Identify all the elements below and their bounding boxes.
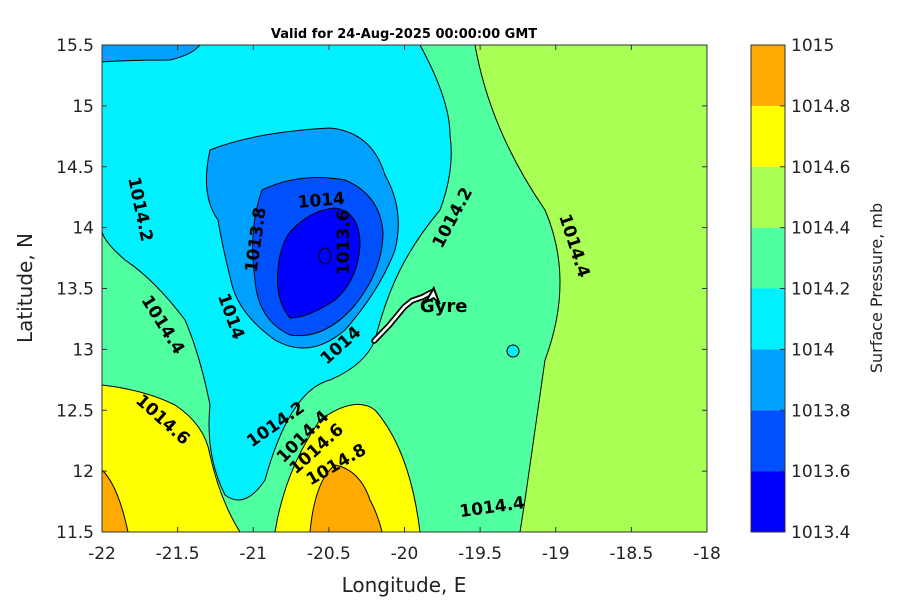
chart-title: Valid for 24-Aug-2025 00:00:00 GMT bbox=[271, 27, 537, 42]
colorbar-tick-label: 1013.4 bbox=[791, 523, 850, 543]
colorbar-tick-label: 1013.6 bbox=[791, 462, 850, 482]
colorbar-segment bbox=[751, 105, 785, 167]
band-1014-6-right bbox=[274, 403, 421, 532]
colorbar-segment bbox=[751, 471, 785, 532]
contour-label: 1013.6 bbox=[334, 209, 354, 275]
y-tick-label: 12.5 bbox=[56, 401, 94, 421]
colorbar-tick-label: 1014.2 bbox=[791, 280, 850, 300]
colorbar-tick-label: 1013.8 bbox=[791, 401, 850, 421]
colorbar-segment bbox=[751, 410, 785, 472]
colorbar-tick-label: 1015 bbox=[791, 36, 834, 56]
storm-symbol-icon bbox=[423, 285, 441, 305]
track-line bbox=[373, 290, 433, 343]
colorbar-segment bbox=[751, 45, 785, 106]
y-tick-label: 14.5 bbox=[56, 158, 94, 178]
x-tick-label: -22 bbox=[88, 544, 116, 564]
x-tick-label: -21 bbox=[239, 544, 267, 564]
x-axis-label: Longitude, E bbox=[342, 573, 467, 597]
colorbar-tick-label: 1014 bbox=[791, 340, 834, 360]
storm-track: Gyre bbox=[371, 285, 468, 344]
band-1013-4 bbox=[277, 207, 361, 319]
colorbar-tick-label: 1014.4 bbox=[791, 219, 850, 239]
band-1014-6-left bbox=[102, 384, 241, 532]
x-tick-label: -20 bbox=[391, 544, 419, 564]
storm-name-label: Gyre bbox=[420, 296, 468, 317]
x-tick-label: -19 bbox=[542, 544, 570, 564]
x-tick-label: -20.5 bbox=[307, 544, 351, 564]
y-tick-label: 13.5 bbox=[56, 280, 94, 300]
x-tick-label: -19.5 bbox=[458, 544, 502, 564]
colorbar-segment bbox=[751, 166, 785, 228]
colorbar-segment bbox=[751, 349, 785, 411]
y-tick-label: 11.5 bbox=[56, 523, 94, 543]
y-tick-label: 15.5 bbox=[56, 36, 94, 56]
x-tick-label: -18.5 bbox=[609, 544, 653, 564]
y-tick-label: 12 bbox=[72, 462, 94, 482]
band-1013-8 bbox=[102, 45, 201, 63]
colorbar: 1013.4 1013.6 1013.8 1014 1014.2 1014.4 1014.6… bbox=[750, 36, 850, 543]
x-axis: -22 -21.5 -21 -20.5 -20 -19.5 -19 -18.5 -18 bbox=[88, 45, 721, 564]
y-axis-label: Latitude, N bbox=[13, 233, 37, 343]
colorbar-tick-label: 1014.8 bbox=[791, 97, 850, 117]
band-1014-8-right bbox=[309, 464, 383, 532]
pressure-field bbox=[102, 45, 707, 532]
colorbar-tick-label: 1014.6 bbox=[791, 158, 850, 178]
x-tick-label: -18 bbox=[693, 544, 721, 564]
colorbar-label: Surface Pressure, mb bbox=[867, 203, 886, 373]
y-tick-label: 15 bbox=[72, 97, 94, 117]
contour-label: 1014 bbox=[297, 189, 346, 213]
y-axis: 11.5 12 12.5 13 13.5 14 14.5 15 15.5 bbox=[56, 36, 707, 543]
colorbar-segment bbox=[751, 227, 785, 289]
closed-contour-1013-4 bbox=[318, 247, 332, 265]
colorbar-segment bbox=[751, 288, 785, 350]
y-tick-label: 13 bbox=[72, 340, 94, 360]
x-tick-label: -21.5 bbox=[156, 544, 200, 564]
closed-contour-1014 bbox=[506, 344, 520, 358]
y-tick-label: 14 bbox=[72, 219, 94, 239]
